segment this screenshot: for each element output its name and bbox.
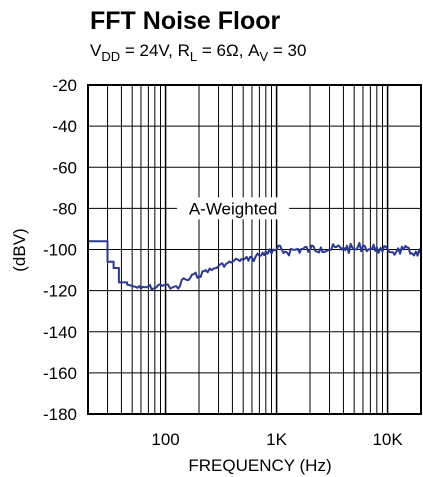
vdd-subscript: DD	[101, 49, 120, 64]
y-axis-label: (dBV)	[10, 228, 29, 271]
y-tick-label: -140	[43, 323, 77, 342]
x-tick-label: 10K	[372, 430, 403, 449]
rl-value: = 6Ω,	[197, 41, 248, 60]
noise-floor-series-line	[88, 240, 422, 291]
x-axis-label: FREQUENCY (Hz)	[188, 456, 331, 475]
av-value: = 30	[268, 41, 306, 60]
y-tick-labels: -20 -40 -60 -80 -100 -120 -140 -160 -180	[43, 76, 77, 424]
rl-subscript: L	[190, 49, 197, 64]
y-tick-label: -180	[43, 405, 77, 424]
rl-symbol: R	[178, 41, 190, 60]
y-tick-label: -60	[52, 158, 77, 177]
y-tick-label: -160	[43, 364, 77, 383]
y-tick-label: -120	[43, 282, 77, 301]
y-tick-label: -20	[52, 76, 77, 95]
plot-frame	[87, 84, 422, 415]
annotation-a-weighted: A-Weighted	[189, 199, 278, 218]
grid-lines	[87, 84, 422, 415]
x-tick-labels: 100 1K 10K	[151, 430, 403, 449]
x-tick-label: 100	[151, 430, 179, 449]
chart-title: FFT Noise Floor	[90, 7, 281, 35]
y-tick-label: -40	[52, 117, 77, 136]
av-subscript: V	[259, 49, 268, 64]
y-tick-label: -80	[52, 199, 77, 218]
av-symbol: A	[248, 41, 260, 60]
vdd-symbol: V	[90, 41, 102, 60]
vdd-value: = 24V,	[120, 41, 178, 60]
y-tick-label: -100	[43, 241, 77, 260]
annotation-background	[177, 197, 290, 220]
x-tick-label: 1K	[266, 430, 287, 449]
chart-subtitle: VDD = 24V, RL = 6Ω, AV = 30	[90, 41, 306, 64]
